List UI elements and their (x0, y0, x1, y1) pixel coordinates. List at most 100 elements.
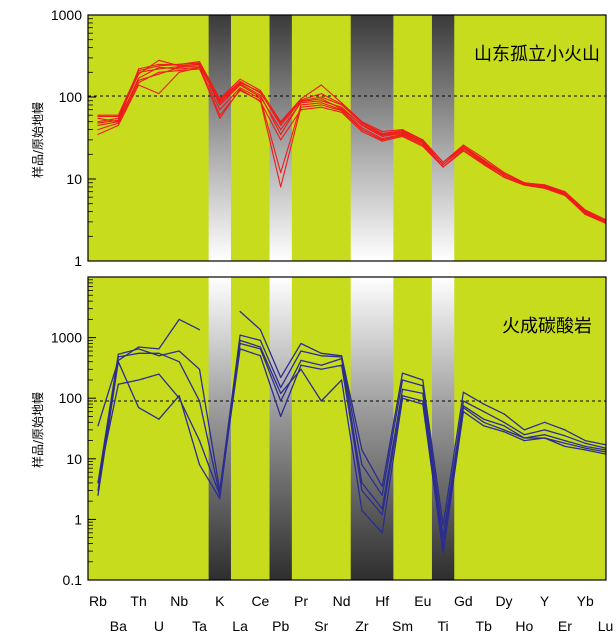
panel-bottom-series-3-point-yb (584, 445, 586, 447)
panel-bottom-series-3-point-y (544, 434, 546, 436)
panel-top-series-8-point-th (138, 71, 140, 73)
panel-top-series-6-point-ce (259, 101, 261, 103)
x-category-ho: Ho (515, 618, 533, 634)
panel-bottom-series-5-point-nb (178, 395, 180, 397)
panel-bottom-y-ticks: 0.1 1 10 100 1000 (51, 276, 96, 588)
panel-bottom-series-5-point-yb (584, 449, 586, 451)
panel-top-series-1-point-th (138, 68, 140, 70)
panel-top-series-8-point-gd (462, 145, 464, 147)
panel-top-y-axis-label: 样品/原始地幔 (30, 102, 45, 178)
panel-top-series-5-point-rb (97, 129, 99, 131)
panel-top-series-8-point-y (544, 185, 546, 187)
panel-top-series-1-point-dy (503, 171, 505, 174)
x-category-pr: Pr (294, 593, 308, 609)
panel-bottom-series-2-point-ti (442, 537, 444, 539)
x-category-zr: Zr (355, 618, 369, 634)
panel-top-y-tick-label: 10 (66, 171, 82, 187)
panel-top-series-1-point-nd (341, 102, 343, 104)
panel-top-series-1-point-pr (300, 98, 302, 100)
panel-top-series-6-point-nb (178, 71, 180, 73)
panel-top-series-7-point-nd (341, 108, 343, 110)
panel-bottom-y-tick-label: 1 (74, 511, 82, 527)
x-category-tb: Tb (476, 618, 493, 634)
panel-top-series-3-point-k (219, 104, 221, 106)
panel-bottom-series-4-point-ce (259, 355, 261, 357)
x-category-pb: Pb (272, 618, 289, 634)
panel-top-series-7-point-la (239, 83, 241, 85)
panel-bottom: 0.1 1 10 100 1000 火成碳酸岩 样品/原始地幔 (30, 276, 607, 588)
panel-bottom-series-1-point-u (158, 348, 160, 350)
panel-bottom-series-5-point-tb (483, 425, 485, 427)
panel-bottom-series-1-point-rb (97, 425, 99, 427)
panel-top-y-tick-label: 100 (59, 89, 83, 105)
panel-bottom-series-2-point-y (544, 429, 546, 431)
panel-bottom-series-4-point-th (138, 379, 140, 381)
panel-top-series-7-point-y (544, 186, 546, 188)
panel-bottom-series-2-point-eu (422, 385, 424, 387)
x-category-y: Y (540, 593, 550, 609)
panel-top-series-8-point-yb (584, 210, 586, 212)
panel-bottom-series-2-point-nd (341, 356, 343, 358)
x-category-k: K (215, 593, 225, 609)
panel-top-series-5-point-ba (117, 122, 119, 124)
panel-top-series-4-point-la (239, 87, 241, 89)
panel-top-series-8-point-pb (280, 122, 282, 124)
panel-top-series-8-point-dy (503, 173, 505, 175)
panel-bottom-series-4-point-ba (117, 383, 119, 385)
panel-top-series-7-point-th (138, 79, 140, 81)
panel-bottom-series-4-point-dy (503, 429, 505, 431)
panel-bottom-series-line-2 (97, 334, 606, 539)
panel-top-series-8-point-er (564, 191, 566, 193)
panel-top-series-3-point-u (158, 59, 160, 61)
panel-bottom-series-1-point-ti (442, 524, 444, 526)
panel-top-series-3-point-rb (97, 121, 99, 123)
panel-bottom-y-tick-label: 0.1 (63, 572, 83, 588)
panel-top-series-1-point-u (158, 63, 160, 65)
panel-bottom-series-1-point-sm (401, 372, 404, 374)
x-category-dy: Dy (495, 593, 512, 609)
panel-top-series-line-6 (97, 66, 606, 224)
panel-bottom-series-3-point-sm (401, 388, 404, 390)
panel-top-series-5-point-pr (300, 106, 302, 108)
panel-top-series-2-point-th (138, 70, 140, 72)
panel-bottom-series-2-point-hf (381, 494, 383, 496)
panel-top-series-4-point-zr (361, 127, 363, 129)
panel-top-series-6-point-sm (401, 135, 404, 138)
panel-top-series-5-point-pb (280, 186, 282, 188)
panel-top-series-7-point-zr (361, 124, 363, 126)
panel-bottom-series-2-point-yb (584, 442, 586, 444)
panel-bottom-series-5-point-ti (442, 552, 444, 554)
panel-bottom-series-4-point-er (564, 442, 566, 444)
panel-top-series-4-point-sm (401, 133, 404, 135)
panel-bottom-band-pb (269, 277, 292, 580)
panel-top-series-4-point-k (219, 109, 221, 111)
panel-top-series-1-point-tb (483, 157, 485, 159)
x-category-th: Th (130, 593, 146, 609)
panel-bottom-series-4-point-rb (97, 482, 99, 484)
x-category-ta: Ta (192, 618, 207, 634)
panel-bottom-series-5-point-ho (523, 440, 525, 442)
panel-top-series-6-point-u (158, 93, 160, 95)
x-category-ce: Ce (251, 593, 269, 609)
panel-bottom-series-5-point-hf (381, 532, 383, 534)
panel-top-series-4-point-th (138, 77, 140, 79)
panel-top-series-5-point-nd (341, 110, 343, 112)
panel-top-series-3-point-hf (381, 135, 383, 138)
panel-top-series-8-point-nb (178, 66, 180, 68)
x-category-nb: Nb (170, 593, 188, 609)
panel-top-series-8-point-sm (401, 129, 404, 132)
panel-top-series-6-point-pb (280, 139, 282, 141)
panel-top-series-2-point-sr (320, 96, 322, 98)
panel-top-series-7-point-eu (422, 141, 424, 143)
panel-top-frame (87, 14, 607, 262)
panel-top-series-7-point-ho (523, 183, 525, 185)
panel-bottom-series-2-point-sm (401, 379, 404, 381)
panel-bottom-series-5-point-ce (259, 346, 261, 348)
panel-top-series-2-point-rb (97, 114, 99, 116)
panel-top-band-k (208, 15, 231, 261)
panel-top-y-tick-label: 1000 (51, 7, 82, 23)
x-category-u: U (154, 618, 164, 634)
panel-bottom-series-1-point-nb (178, 318, 180, 320)
panel-top-series-6-point-hf (381, 140, 383, 142)
